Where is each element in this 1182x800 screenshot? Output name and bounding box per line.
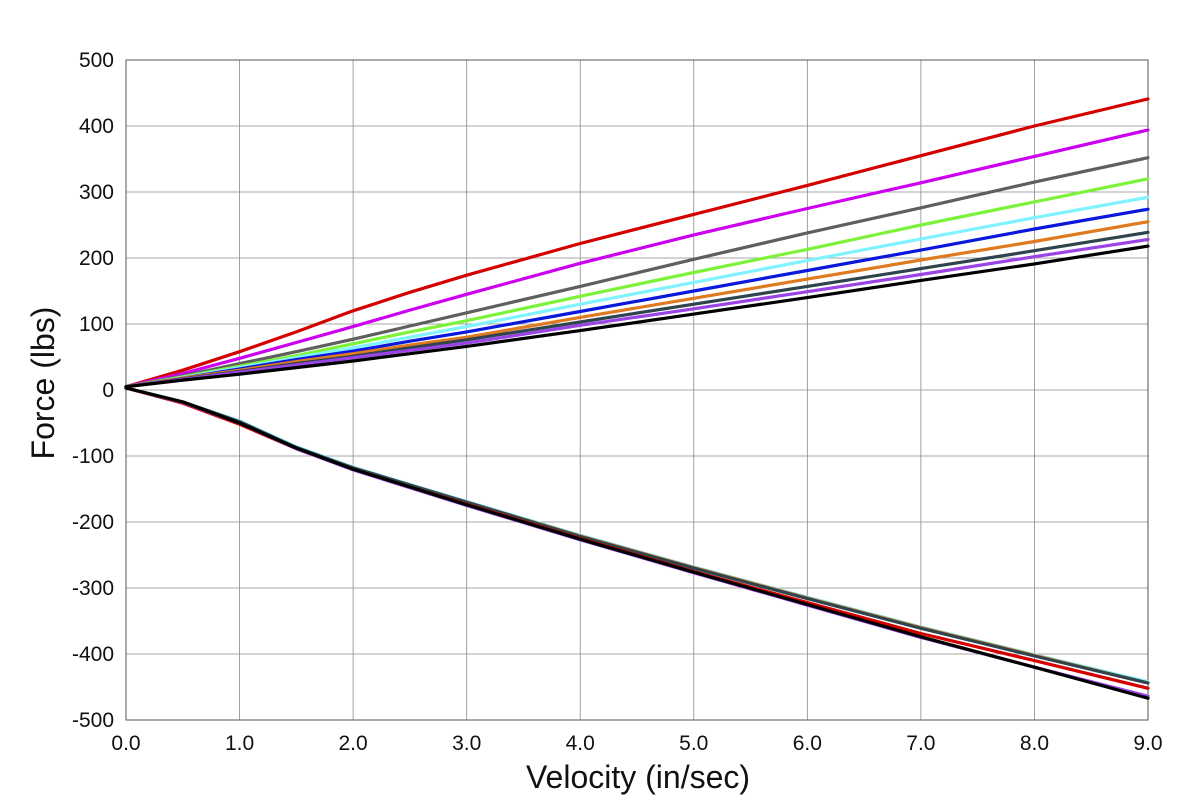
y-tick-label: 300: [79, 181, 114, 204]
x-tick-label: 2.0: [339, 732, 368, 755]
y-axis-title: Force (lbs): [25, 307, 61, 460]
y-tick-label: 200: [79, 247, 114, 270]
y-tick-label: -100: [72, 445, 114, 468]
series-line-14: [124, 386, 1150, 690]
y-tick-label: 100: [79, 313, 114, 336]
series-line-9: [124, 237, 1150, 389]
series-line-11: [124, 386, 1150, 684]
x-tick-label: 4.0: [566, 732, 595, 755]
x-tick-label: 1.0: [225, 732, 254, 755]
x-tick-label: 0.0: [111, 732, 140, 755]
y-tick-label: -500: [72, 709, 114, 732]
x-tick-label: 5.0: [679, 732, 708, 755]
y-tick-label: -300: [72, 577, 114, 600]
series-line-10: [124, 244, 1150, 389]
grid-layer: [125, 59, 1149, 721]
y-tick-label: 500: [79, 49, 114, 72]
y-tick-label: 0: [102, 379, 114, 402]
x-tick-label: 9.0: [1133, 732, 1162, 755]
plot-frame: [125, 59, 1149, 721]
series-line-2: [124, 128, 1150, 389]
x-tick-label: 3.0: [452, 732, 481, 755]
y-tick-label: 400: [79, 115, 114, 138]
series-line-13: [124, 386, 1150, 685]
x-tick-label: 6.0: [793, 732, 822, 755]
x-axis-title: Velocity (in/sec): [526, 759, 750, 795]
series-line-3: [124, 156, 1150, 389]
x-tick-label: 8.0: [1020, 732, 1049, 755]
x-tick-label: 7.0: [906, 732, 935, 755]
series-line-16: [124, 386, 1150, 700]
series-line-1: [124, 97, 1150, 389]
tick-label-layer: 0.0 1.0 2.0 3.0 4.0 5.0 6.0 7.0 8.0 9.0 500 400 300 2…: [72, 49, 1163, 755]
y-tick-label: -400: [72, 643, 114, 666]
y-tick-label: -200: [72, 511, 114, 534]
series-line-12: [124, 386, 1150, 685]
series-layer: [124, 97, 1150, 700]
